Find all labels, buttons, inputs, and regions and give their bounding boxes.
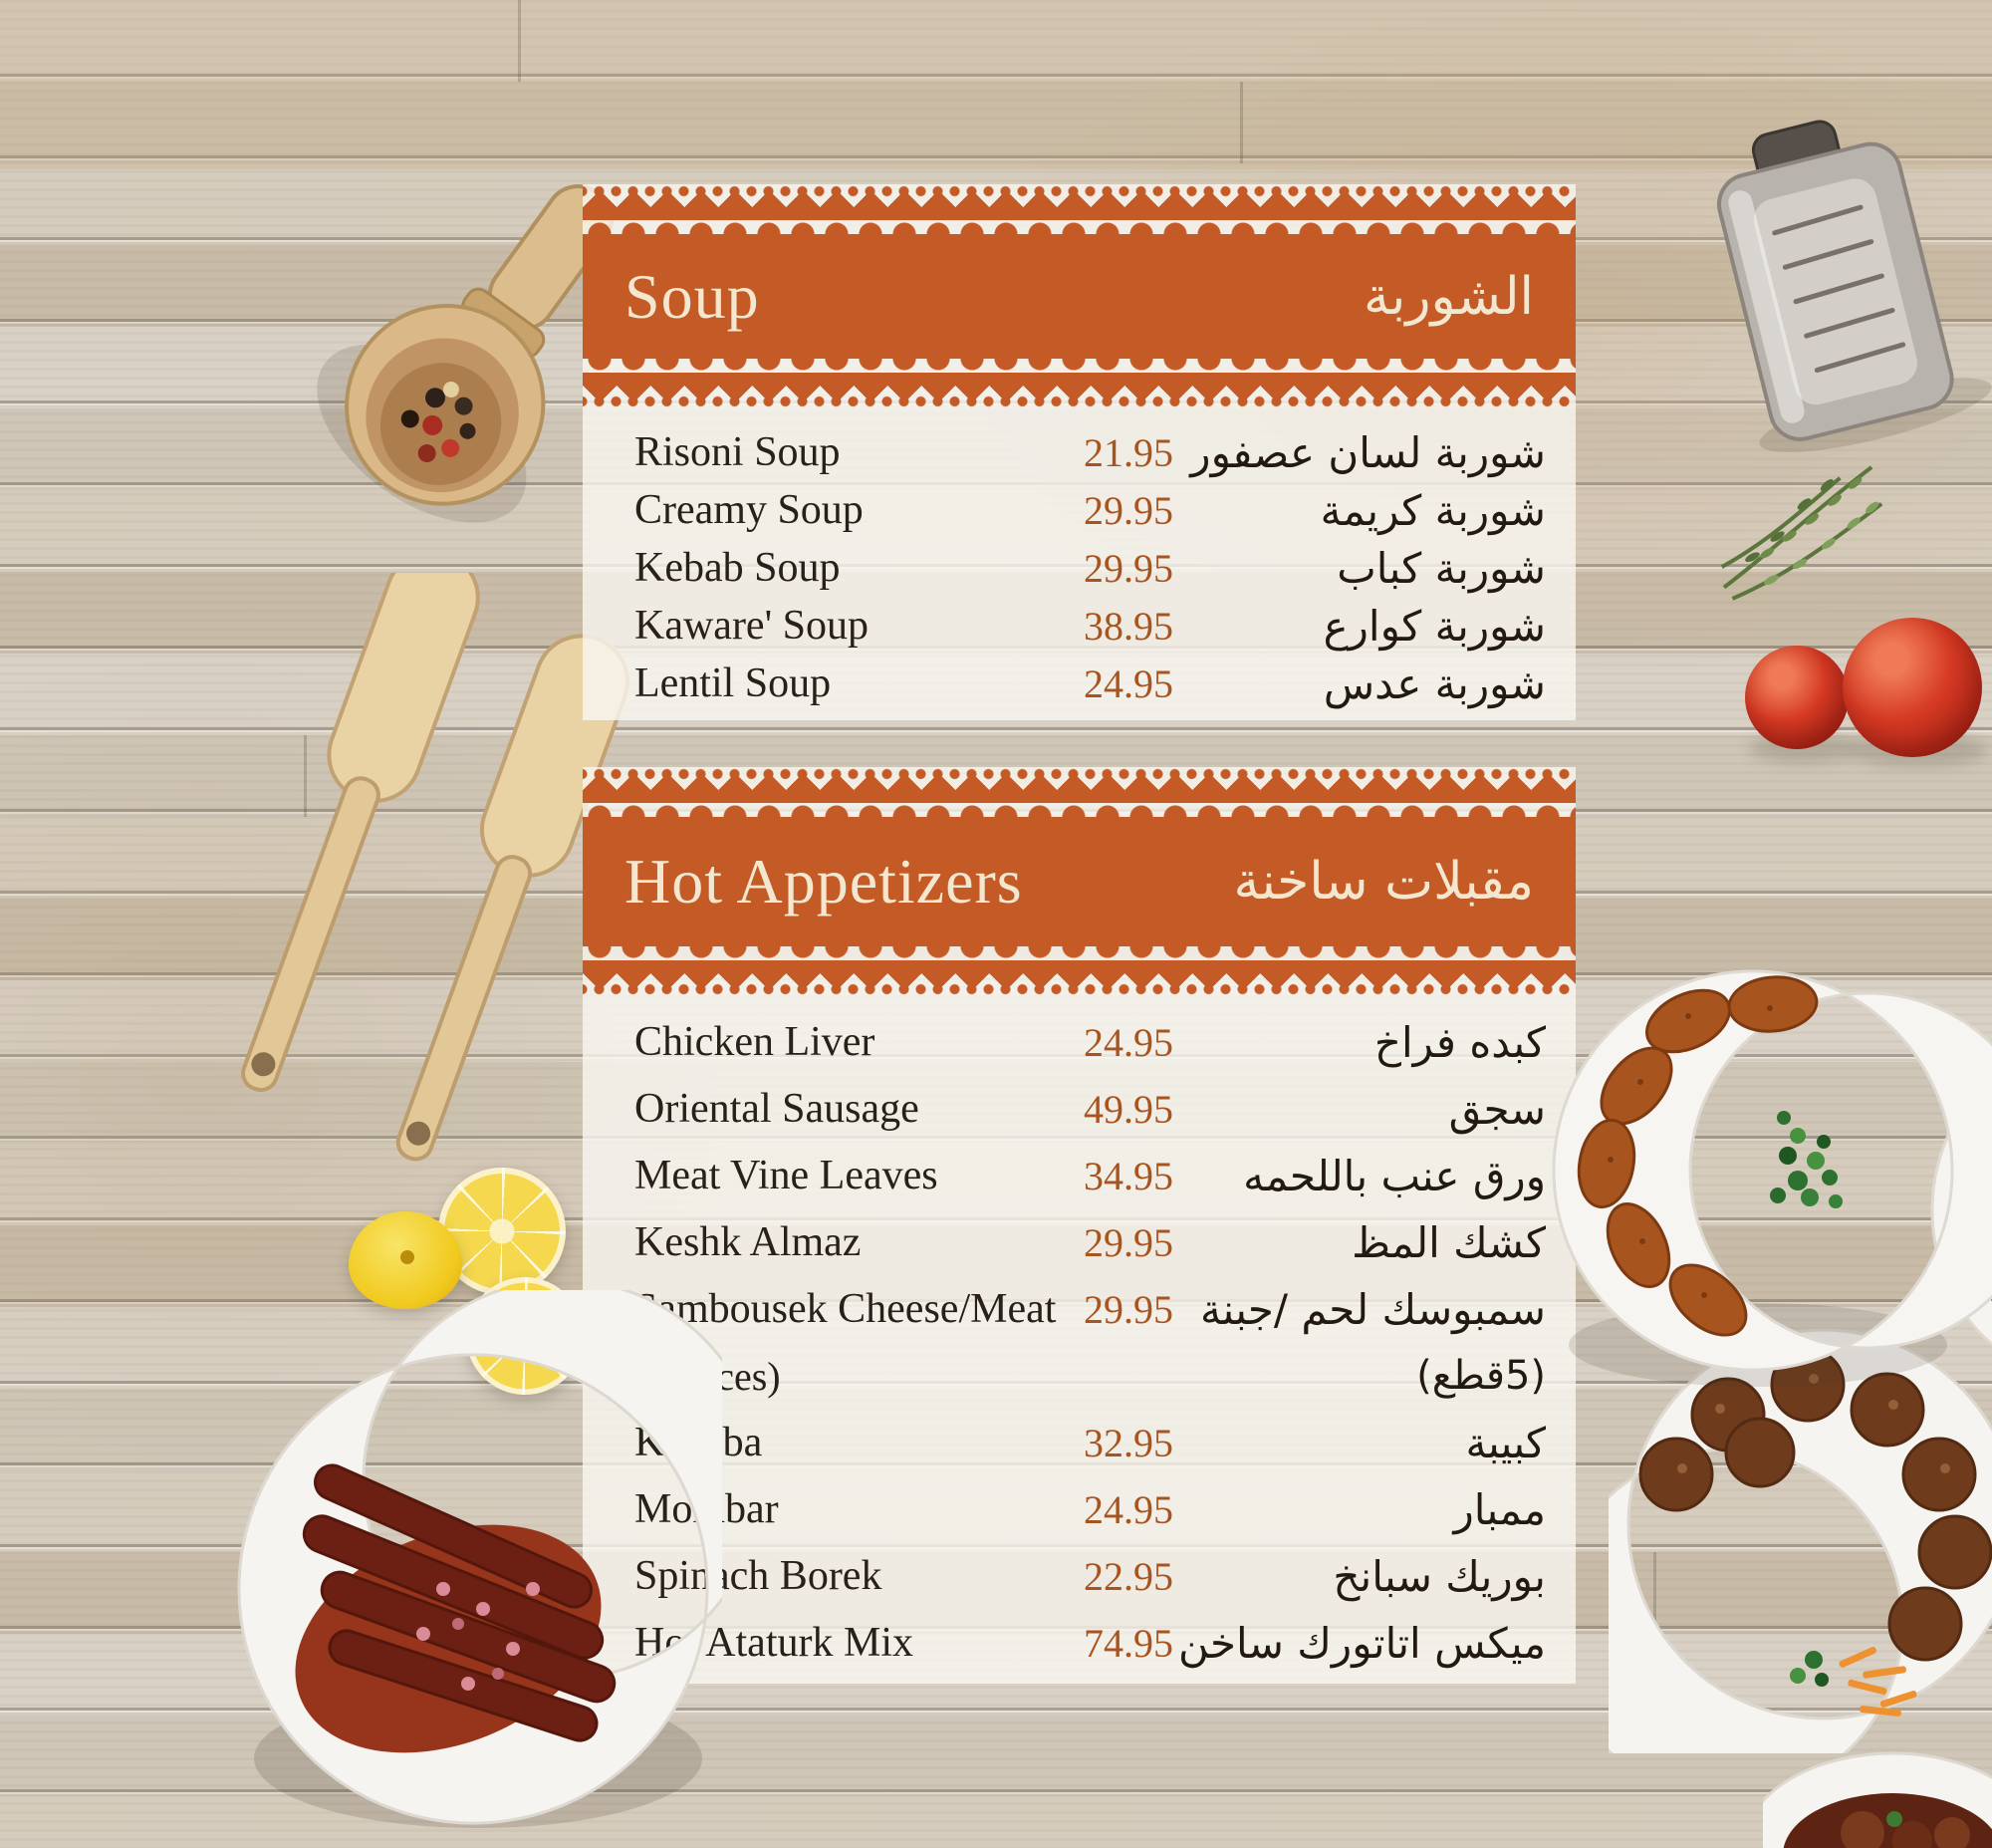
- menu-item-row: Kaware' Soup 38.95 شوربة كوارع: [634, 595, 1546, 657]
- meatball-plate-icon: [1552, 1325, 1992, 1800]
- item-name-arabic: سجق: [1448, 1084, 1546, 1134]
- tomatoes-icon: [1843, 618, 1982, 757]
- lace-border-bottom-icon: [583, 946, 1576, 996]
- lemon-tip: [400, 1250, 415, 1265]
- meat-bowl-icon: [1741, 1723, 1992, 1848]
- item-name: Kaware' Soup: [634, 603, 869, 649]
- item-name-arabic: بوريك سبانخ: [1333, 1551, 1546, 1601]
- tomatoes-icon: [1745, 646, 1849, 749]
- menu-item-row: Chicken Liver 24.95 كبده فراخ: [634, 1011, 1546, 1073]
- menu-item-row: Sambousek Cheese/Meat 29.95 سمبوسك لحم /…: [634, 1278, 1546, 1340]
- plank-seam: [304, 735, 307, 817]
- menu-item-row: Risoni Soup 21.95 شوربة لسان عصفور: [634, 421, 1546, 483]
- item-price: 74.95: [1084, 1620, 1173, 1666]
- item-price: 29.95: [1084, 545, 1173, 591]
- item-name-arabic: شوربة عدس: [1323, 659, 1546, 708]
- item-name-arabic: كبده فراخ: [1373, 1017, 1546, 1067]
- item-name-arabic: كبيبة: [1465, 1418, 1546, 1467]
- plank-seam: [1653, 1552, 1656, 1634]
- menu-item-row: Oriental Sausage 49.95 سجق: [634, 1078, 1546, 1140]
- item-name-arabic: سمبوسك لحم /جبنة: [1200, 1284, 1546, 1334]
- carrot-shreds-icon: [1839, 1647, 1917, 1716]
- section-title-ar: مقبلات ساخنة: [1233, 852, 1535, 912]
- item-price: 49.95: [1084, 1086, 1173, 1132]
- sausage-plate-icon: [234, 1278, 764, 1848]
- parsley-icon: [1790, 1651, 1829, 1687]
- menu-item-note-row: (5pieces) (5قطع): [634, 1345, 1546, 1407]
- item-name-arabic: شوربة كباب: [1337, 543, 1546, 593]
- menu-item-row: Creamy Soup 29.95 شوربة كريمة: [634, 479, 1546, 541]
- menu-item-row: Kebab Soup 29.95 شوربة كباب: [634, 537, 1546, 599]
- menu-item-row: Meat Vine Leaves 34.95 ورق عنب باللحمه: [634, 1145, 1546, 1206]
- item-name: Sambousek Cheese/Meat: [634, 1286, 1057, 1332]
- item-name-arabic: ممبار: [1453, 1484, 1546, 1534]
- item-name: Chicken Liver: [634, 1019, 875, 1065]
- item-name: Spinach Borek: [634, 1553, 882, 1599]
- item-price: 29.95: [1084, 1286, 1173, 1332]
- item-note-arabic: (5قطع): [1416, 1353, 1546, 1399]
- kibbeh-plate-icon: [1549, 946, 1992, 1395]
- item-price: 24.95: [1084, 1019, 1173, 1065]
- menu-item-row: Spinach Borek 22.95 بوريك سبانخ: [634, 1545, 1546, 1607]
- parsley-icon: [1770, 1111, 1843, 1208]
- item-name-arabic: شوربة لسان عصفور: [1190, 427, 1546, 477]
- item-name-arabic: كشك المظ: [1352, 1217, 1546, 1267]
- wooden-scoop-icon: [249, 94, 737, 593]
- menu-item-row: Lentil Soup 24.95 شوربة عدس: [634, 653, 1546, 714]
- item-price: 21.95: [1084, 429, 1173, 475]
- lace-border-top-icon: [583, 767, 1576, 817]
- item-name-arabic: ورق عنب باللحمه: [1243, 1151, 1546, 1200]
- menu-item-row: Hot Ataturk Mix 74.95 ميكس اتاتورك ساخن: [634, 1612, 1546, 1674]
- item-name: Oriental Sausage: [634, 1086, 919, 1132]
- soup-section: Soup الشوربة Risoni Soup 21.95 شوربة لسا…: [583, 184, 1576, 720]
- section-title-en: Soup: [624, 260, 760, 332]
- item-name: Creamy Soup: [634, 487, 864, 533]
- lace-border-bottom-icon: [583, 359, 1576, 408]
- item-name-arabic: شوربة كوارع: [1323, 601, 1546, 651]
- hot-appetizers-section: Hot Appetizers مقبلات ساخنة Chicken Live…: [583, 767, 1576, 1684]
- soup-header: Soup الشوربة: [583, 234, 1576, 359]
- item-name-arabic: شوربة كريمة: [1320, 485, 1546, 535]
- item-price: 29.95: [1084, 1219, 1173, 1265]
- section-title-ar: الشوربة: [1363, 266, 1534, 327]
- item-name-arabic: ميكس اتاتورك ساخن: [1178, 1618, 1546, 1668]
- menu-item-row: Mombar 24.95 ممبار: [634, 1478, 1546, 1540]
- item-name: Risoni Soup: [634, 429, 841, 475]
- plank-seam: [518, 0, 521, 82]
- lace-border-top-icon: [583, 184, 1576, 234]
- lemon-slices-icon: [349, 1211, 462, 1309]
- item-price: 24.95: [1084, 660, 1173, 706]
- item-name: Meat Vine Leaves: [634, 1153, 938, 1198]
- metal-grater-icon: [1657, 90, 1992, 478]
- item-price: 34.95: [1084, 1153, 1173, 1198]
- thyme-icon: [1701, 426, 1903, 629]
- peppercorns-icon: [400, 382, 476, 463]
- menu-item-row: Keshk Almaz 29.95 كشك المظ: [634, 1211, 1546, 1273]
- item-price: 38.95: [1084, 603, 1173, 649]
- item-price: 24.95: [1084, 1486, 1173, 1532]
- item-name: Lentil Soup: [634, 660, 832, 706]
- section-title-en: Hot Appetizers: [624, 846, 1023, 917]
- item-name: Keshk Almaz: [634, 1219, 862, 1265]
- item-name: Kebab Soup: [634, 545, 841, 591]
- menu-item-row: Kebeba 32.95 كبيبة: [634, 1412, 1546, 1473]
- item-price: 22.95: [1084, 1553, 1173, 1599]
- hot-appetizers-header: Hot Appetizers مقبلات ساخنة: [583, 817, 1576, 946]
- plank-seam: [1240, 82, 1243, 163]
- item-price: 32.95: [1084, 1420, 1173, 1465]
- item-price: 29.95: [1084, 487, 1173, 533]
